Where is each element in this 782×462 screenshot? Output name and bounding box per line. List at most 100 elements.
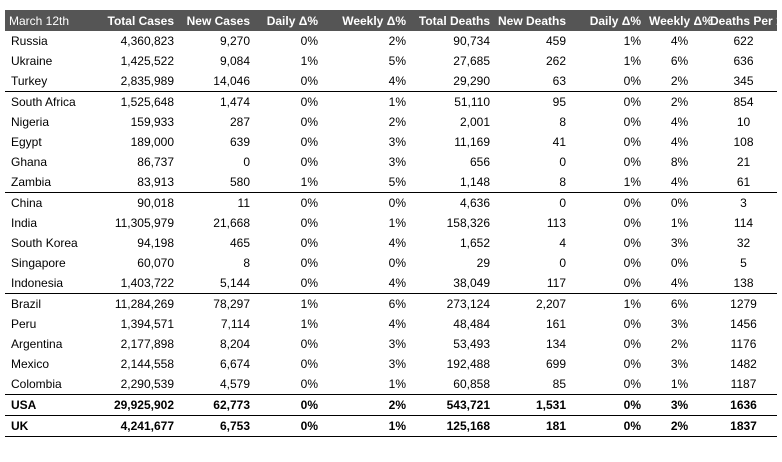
cell-daily-cases-change: 0%	[300, 115, 318, 129]
cell-total-deaths: 273,124	[414, 293, 498, 314]
cell-daily-deaths-change: 0%	[623, 236, 641, 250]
cell-deaths-per-million: 345	[733, 74, 754, 88]
cell-total-deaths: 11,169	[454, 135, 490, 149]
cell-total-deaths: 656	[469, 155, 490, 169]
cell-weekly-cases-change: 1%	[326, 91, 414, 112]
cell-new-cases: 21,668	[213, 216, 250, 230]
cell-new-deaths: 85	[552, 377, 566, 391]
cell-daily-deaths-change: 0%	[574, 415, 649, 437]
cell-deaths-per-million: 108	[733, 135, 754, 149]
cell-weekly-cases-change: 3%	[388, 135, 406, 149]
cell-deaths-per-million: 61	[736, 175, 751, 189]
cell-deaths-per-million: 1279	[710, 293, 777, 314]
cell-weekly-cases-change: 4%	[388, 276, 406, 290]
cell-weekly-deaths-change: 2%	[670, 337, 689, 351]
table-row: Ghana 86,737 0 0% 3% 656 0 0% 8% 21	[5, 152, 777, 172]
cell-total-cases: 90,018	[95, 192, 182, 213]
cell-daily-cases-change: 0%	[300, 34, 318, 48]
cell-daily-cases-change: 0%	[300, 276, 318, 290]
cell-total-cases: 2,144,558	[120, 357, 174, 371]
table-row: Brazil 11,284,269 78,297 1% 6% 273,124 2,207 1%…	[5, 293, 777, 314]
header-daily-cases-change: Daily Δ%	[266, 13, 318, 28]
cell-new-deaths: 0	[559, 155, 566, 169]
cell-total-deaths: 1,148	[459, 175, 490, 189]
cell-weekly-deaths-change: 1%	[670, 377, 689, 391]
cell-daily-deaths-change: 0%	[623, 115, 641, 129]
cell-country: Colombia	[11, 377, 62, 391]
table-row: USA 29,925,902 62,773 0% 2% 543,721 1,531 0% 3% 1…	[5, 394, 777, 416]
table-row: South Africa 1,525,648 1,474 0% 1% 51,110 95 0%…	[5, 91, 777, 112]
cell-new-cases: 465	[229, 236, 250, 250]
cell-weekly-cases-change: 2%	[388, 115, 406, 129]
header-total-deaths: Total Deaths	[418, 13, 490, 28]
cell-deaths-per-million: 1456	[730, 317, 757, 331]
cell-weekly-cases-change: 2%	[326, 394, 414, 416]
cell-daily-cases-change: 1%	[258, 293, 326, 314]
cell-daily-cases-change: 0%	[300, 216, 318, 230]
cell-total-cases: 1,525,648	[95, 91, 182, 112]
header-weekly-cases-change: Weekly Δ%	[342, 13, 406, 28]
cell-weekly-cases-change: 0%	[326, 192, 414, 213]
cell-new-cases: 78,297	[182, 293, 258, 314]
cell-weekly-deaths-change: 4%	[670, 175, 689, 189]
cell-weekly-deaths-change: 0%	[670, 256, 689, 270]
cell-weekly-cases-change: 1%	[388, 216, 406, 230]
cell-total-cases: 94,198	[137, 236, 174, 250]
cell-new-deaths: 95	[498, 91, 574, 112]
cell-daily-cases-change: 0%	[300, 236, 318, 250]
table-row: Mexico 2,144,558 6,674 0% 3% 192,488 699 0% 3% 14…	[5, 354, 777, 374]
cell-weekly-cases-change: 3%	[388, 155, 406, 169]
table-body: Russia 4,360,823 9,270 0% 2% 90,734 459 1% 4% 622…	[5, 31, 777, 437]
cell-country: Indonesia	[11, 276, 64, 290]
cell-total-cases: 83,913	[137, 175, 174, 189]
cell-total-cases: 1,403,722	[120, 276, 174, 290]
cell-new-cases: 639	[229, 135, 250, 149]
cell-total-cases: 189,000	[130, 135, 174, 149]
cell-daily-deaths-change: 0%	[623, 256, 641, 270]
cell-daily-deaths-change: 0%	[574, 91, 649, 112]
cell-weekly-cases-change: 4%	[388, 74, 406, 88]
cell-weekly-cases-change: 1%	[388, 377, 406, 391]
cell-country: Mexico	[11, 357, 50, 371]
cell-country: South Africa	[5, 91, 95, 112]
table-row: Turkey 2,835,989 14,046 0% 4% 29,290 63 0% 2% 345	[5, 71, 777, 92]
cell-deaths-per-million: 1482	[730, 357, 757, 371]
cell-new-deaths: 262	[545, 54, 566, 68]
cell-daily-deaths-change: 1%	[623, 175, 641, 189]
cell-total-deaths: 60,858	[453, 377, 490, 391]
cell-new-cases: 0	[243, 155, 250, 169]
cell-country: Ghana	[11, 155, 48, 169]
cell-weekly-cases-change: 6%	[326, 293, 414, 314]
header-date: March 12th	[9, 13, 70, 28]
cell-daily-cases-change: 0%	[300, 74, 318, 88]
cell-country: Singapore	[11, 256, 66, 270]
cell-total-cases: 11,305,979	[114, 216, 174, 230]
table-row: India 11,305,979 21,668 0% 1% 158,326 113 0% 1% 1…	[5, 213, 777, 233]
cell-new-deaths: 8	[559, 175, 566, 189]
cell-weekly-cases-change: 4%	[388, 317, 406, 331]
cell-weekly-deaths-change: 8%	[670, 155, 689, 169]
cell-country: Russia	[11, 34, 48, 48]
cell-total-deaths: 90,734	[453, 34, 490, 48]
cell-total-deaths: 27,685	[453, 54, 490, 68]
cell-weekly-cases-change: 0%	[388, 256, 406, 270]
cell-deaths-per-million: 32	[736, 236, 751, 250]
cell-daily-cases-change: 0%	[258, 415, 326, 437]
cell-total-deaths: 543,721	[414, 394, 498, 416]
cell-total-deaths: 53,493	[453, 337, 490, 351]
cell-new-deaths: 699	[545, 357, 566, 371]
cell-daily-cases-change: 0%	[300, 357, 318, 371]
cell-weekly-deaths-change: 3%	[670, 357, 689, 371]
cell-weekly-cases-change: 5%	[388, 54, 406, 68]
cell-new-cases: 580	[229, 175, 250, 189]
cell-total-deaths: 192,488	[446, 357, 490, 371]
cell-weekly-deaths-change: 3%	[649, 394, 710, 416]
cell-new-cases: 9,084	[219, 54, 250, 68]
cell-new-cases: 5,144	[219, 276, 250, 290]
cell-new-deaths: 41	[552, 135, 566, 149]
cell-daily-cases-change: 1%	[300, 54, 318, 68]
cell-new-deaths: 459	[545, 34, 566, 48]
cell-weekly-cases-change: 3%	[388, 337, 406, 351]
cell-new-cases: 4,579	[219, 377, 250, 391]
cell-total-cases: 1,394,571	[120, 317, 174, 331]
